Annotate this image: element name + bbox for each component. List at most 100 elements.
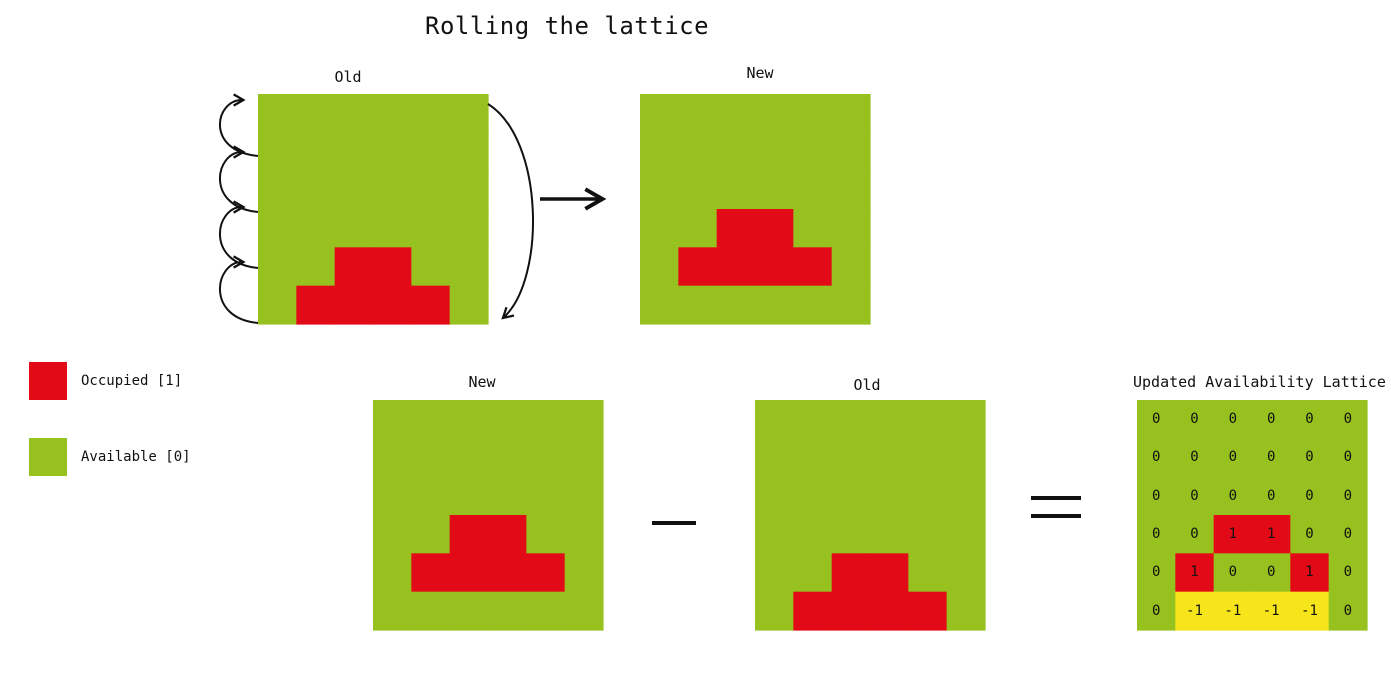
lattice-cell [678, 132, 718, 172]
lattice-cell [411, 591, 451, 631]
result-cell-value: 0 [1343, 602, 1353, 619]
lattice-cell [373, 553, 412, 593]
wrap-arrow [487, 103, 534, 320]
lattice-cell [1213, 438, 1253, 478]
lattice-cell [411, 285, 451, 325]
lattice-cell [793, 438, 833, 478]
lattice-cell [793, 476, 833, 516]
lattice-cell [1137, 438, 1176, 478]
lattice-cell [488, 591, 527, 631]
lattice-cell [258, 285, 297, 325]
lattice-cell [908, 400, 948, 439]
lattice-cell [1328, 438, 1368, 478]
top-old-label: Old [334, 68, 362, 86]
result-cell-value: -1 [1301, 602, 1318, 619]
lattice-cell [373, 285, 412, 325]
lattice-cell [373, 438, 412, 478]
lattice-cell [373, 132, 412, 172]
result-cell-value: 0 [1343, 449, 1353, 466]
lattice-cell [411, 476, 451, 516]
lattice-cell [1175, 553, 1215, 593]
result-cell-value: -1 [1262, 602, 1280, 619]
result-cell-value: 0 [1305, 449, 1314, 466]
result-cell-value: 0 [1266, 449, 1276, 466]
result-cell-value: 0 [1190, 487, 1199, 504]
result-cell-value: 1 [1266, 526, 1276, 542]
roll-arrow-4 [219, 93, 259, 157]
lattice-cell [1290, 438, 1330, 478]
result-cell-value: 0 [1151, 487, 1161, 504]
top-new-label: New [746, 64, 774, 82]
lattice-cell [488, 400, 527, 439]
lattice-cell [831, 285, 871, 325]
lattice-cell [526, 400, 566, 439]
lattice-cell [449, 438, 489, 478]
lattice-cell [755, 170, 794, 210]
lattice-cell [946, 553, 986, 593]
result-cell-value: 1 [1305, 564, 1314, 581]
lattice-cell [1137, 591, 1176, 631]
lattice-cell [296, 209, 336, 248]
result-cell-value: -1 [1186, 602, 1203, 619]
result-cell-value: 0 [1343, 564, 1353, 581]
lattice-cell [755, 209, 794, 248]
lattice-cell [449, 285, 489, 325]
lattice-cell [716, 170, 756, 210]
lattice-cell [449, 476, 489, 516]
legend-swatch-occupied [29, 362, 67, 400]
lattice-cell [793, 247, 833, 287]
lattice-cell [946, 400, 986, 439]
lattice-cell [1213, 591, 1253, 631]
lattice-cell [258, 209, 297, 248]
lattice-cell [908, 438, 948, 478]
lattice-cell [411, 515, 451, 554]
lattice-cell [755, 285, 794, 325]
lattice-cell [716, 247, 756, 287]
lattice-cell [1252, 400, 1291, 439]
lattice-cell [831, 515, 871, 554]
lattice-cell [755, 94, 794, 133]
result-cell-value: 0 [1228, 411, 1238, 427]
roll-arrow-1 [219, 255, 259, 324]
lattice-cell [334, 285, 374, 325]
result-cell-value: 0 [1228, 564, 1238, 581]
lattice-cell [258, 132, 297, 172]
lattice-cell [1290, 591, 1330, 631]
result-cell-value: 0 [1228, 449, 1238, 466]
lattice-cell [870, 476, 909, 516]
lattice-cell [640, 285, 679, 325]
lattice-cell [1137, 400, 1176, 439]
lattice-cell [946, 438, 986, 478]
lattice-cell [296, 170, 336, 210]
lattice-cell [640, 247, 679, 287]
lattice-cell [1175, 400, 1215, 439]
lattice-cell [373, 170, 412, 210]
lattice-cell [449, 247, 489, 287]
lattice-cell [640, 209, 679, 248]
lattice-cell [831, 247, 871, 287]
lattice-cell [449, 400, 489, 439]
lattice-result [1137, 400, 1368, 631]
lattice-cell [946, 591, 986, 631]
lattice-cell [373, 94, 412, 133]
lattice-cell [1175, 591, 1215, 631]
lattice-cell [946, 476, 986, 516]
lattice-bottom-old [755, 400, 986, 631]
lattice-cell [258, 247, 297, 287]
lattice-cell [1290, 400, 1330, 439]
lattice-cell [908, 476, 948, 516]
lattice-cell [488, 476, 527, 516]
lattice-cell [640, 94, 679, 133]
lattice-cell [296, 132, 336, 172]
lattice-cell [1175, 515, 1215, 554]
lattice-cell [755, 476, 794, 516]
lattice-cell [296, 94, 336, 133]
result-cell-value: 0 [1305, 526, 1314, 542]
lattice-cell [755, 438, 794, 478]
lattice-cell [1290, 553, 1330, 593]
bottom-old-label: Old [853, 376, 881, 394]
lattice-cell [1328, 400, 1368, 439]
lattice-cell [716, 132, 756, 172]
lattice-cell [1290, 515, 1330, 554]
